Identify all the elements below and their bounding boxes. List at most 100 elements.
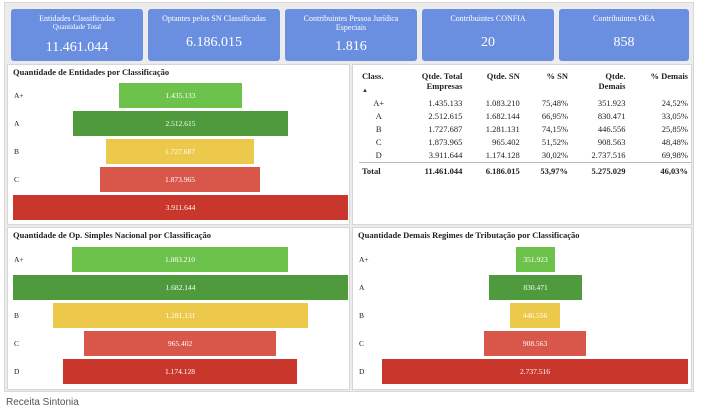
total-cell-pctsn: 53,97% bbox=[522, 162, 572, 178]
table-cell-sn: 965.402 bbox=[492, 137, 520, 147]
table-cell-pctsn: 51,52% bbox=[541, 137, 569, 147]
dashboard: Entidades Classificadas Quantidade Total… bbox=[4, 2, 694, 392]
table-row[interactable]: C 1.873.965 965.402 51,52% 908.563 48,48% bbox=[359, 136, 691, 149]
category-label-c: C bbox=[14, 339, 20, 348]
table-row[interactable]: D 3.911.644 1.174.128 30,02% 2.737.516 69,98% bbox=[359, 149, 691, 163]
kpi-title: Contribuintes OEA bbox=[593, 14, 655, 23]
category-label-b: B bbox=[14, 311, 20, 320]
table-cell-sn: 1.281.131 bbox=[485, 124, 520, 134]
category-label-c: C bbox=[359, 339, 365, 348]
category-label-a-plus: A+ bbox=[359, 255, 369, 264]
kpi-value: 1.816 bbox=[335, 39, 367, 54]
total-cell-sn: 6.186.015 bbox=[465, 162, 523, 178]
total-cell-total: 11.461.044 bbox=[398, 162, 466, 178]
funnel-bar-a-plus[interactable]: 1.435.133 bbox=[119, 83, 242, 108]
funnel-bar-d[interactable]: 2.737.516 bbox=[382, 359, 688, 384]
kpi-value: 858 bbox=[613, 35, 635, 50]
panel-title: Quantidade de Entidades por Classificaçã… bbox=[13, 67, 170, 77]
total-cell-demais: 5.275.029 bbox=[571, 162, 629, 178]
total-cell-class: Total bbox=[359, 162, 399, 178]
classification-table-panel: Class. ▲ Qtde. Total Empresas Qtde. SN % S… bbox=[352, 64, 692, 225]
table-row[interactable]: B 1.727.687 1.281.131 74,15% 446.556 25,85% bbox=[359, 123, 691, 136]
funnel-bar-a[interactable]: 830.471 bbox=[489, 275, 582, 300]
table-cell-demais: 446.556 bbox=[597, 124, 626, 134]
category-label-b: B bbox=[359, 311, 365, 320]
table-cell-sn: 1.083.210 bbox=[485, 98, 520, 108]
table-cell-demais: 908.563 bbox=[597, 137, 626, 147]
table-cell-pctdemais: 33,05% bbox=[661, 111, 688, 121]
image-caption: Receita Sintonia bbox=[6, 397, 79, 408]
funnel-bar-b[interactable]: 1.281.131 bbox=[53, 303, 308, 328]
table-cell-pctdemais: 48,48% bbox=[661, 137, 688, 147]
kpi-card-oea[interactable]: Contribuintes OEA 858 bbox=[559, 9, 689, 61]
funnel-bar-b[interactable]: 446.556 bbox=[510, 303, 560, 328]
funnel-bar-a[interactable]: 2.512.615 bbox=[73, 111, 288, 136]
panel-title: Quantidade Demais Regimes de Tributação … bbox=[358, 230, 580, 240]
category-label-d: D bbox=[14, 367, 20, 376]
panel-title: Quantidade de Op. Simples Nacional por C… bbox=[13, 230, 211, 240]
funnel-bar-a-plus[interactable]: 351.923 bbox=[516, 247, 555, 272]
col-header-pct-sn[interactable]: % SN bbox=[546, 71, 569, 81]
funnel-bar-a-plus[interactable]: 1.083.210 bbox=[72, 247, 288, 272]
table-cell-pctsn: 30,02% bbox=[541, 150, 569, 160]
kpi-card-confia[interactable]: Contribuintes CONFIA 20 bbox=[422, 9, 554, 61]
col-header-total[interactable]: Qtde. Total Empresas bbox=[421, 71, 463, 91]
kpi-title: Contribuintes Pessoa Jurídica Especiais bbox=[303, 14, 399, 32]
kpi-value: 20 bbox=[481, 35, 495, 50]
category-label-a-plus: A+ bbox=[14, 91, 24, 100]
funnel-bar-b[interactable]: 1.727.687 bbox=[106, 139, 254, 164]
table-cell-sn: 1.174.128 bbox=[485, 150, 520, 160]
total-cell-pctdemais: 46,03% bbox=[628, 162, 691, 178]
table-cell-total: 1.873.965 bbox=[428, 137, 463, 147]
kpi-card-pj-especiais[interactable]: Contribuintes Pessoa Jurídica Especiais … bbox=[285, 9, 417, 61]
kpi-title: Optantes pelos SN Classificadas bbox=[162, 14, 266, 23]
col-header-demais[interactable]: Qtde. Demais bbox=[598, 71, 626, 91]
table-cell-pctdemais: 25,85% bbox=[661, 124, 688, 134]
kpi-subtitle: Quantidade Total bbox=[52, 23, 102, 31]
kpi-card-entidades[interactable]: Entidades Classificadas Quantidade Total… bbox=[11, 9, 143, 61]
category-label-a: A bbox=[14, 119, 20, 128]
funnel-bar-c[interactable]: 908.563 bbox=[484, 331, 586, 356]
funnel-bar-c[interactable]: 965.402 bbox=[84, 331, 276, 356]
category-label-a: A bbox=[359, 283, 365, 292]
table-cell-sn: 1.682.144 bbox=[485, 111, 520, 121]
category-label-a-plus: A+ bbox=[14, 255, 24, 264]
kpi-card-optantes-sn[interactable]: Optantes pelos SN Classificadas 6.186.01… bbox=[148, 9, 280, 61]
category-label-b: B bbox=[14, 147, 20, 156]
funnel-bar-c[interactable]: 1.873.965 bbox=[100, 167, 260, 192]
table-cell-class: A+ bbox=[373, 98, 385, 108]
kpi-value: 6.186.015 bbox=[186, 35, 242, 50]
table-cell-class: D bbox=[375, 150, 382, 160]
table-cell-total: 2.512.615 bbox=[428, 111, 463, 121]
table-cell-total: 1.435.133 bbox=[428, 98, 463, 108]
funnel-bar-a[interactable]: 1.682.144 bbox=[13, 275, 348, 300]
funnel-bar-d[interactable]: 1.174.128 bbox=[63, 359, 297, 384]
kpi-title: Contribuintes CONFIA bbox=[450, 14, 526, 23]
table-row[interactable]: A 2.512.615 1.682.144 66,95% 830.471 33,05% bbox=[359, 110, 691, 123]
col-header-class[interactable]: Class. ▲ bbox=[359, 70, 398, 97]
table-cell-pctsn: 75,48% bbox=[541, 98, 569, 108]
category-label-d: D bbox=[359, 367, 365, 376]
table-cell-class: B bbox=[375, 124, 382, 134]
funnel-bar-d[interactable]: 3.911.644 bbox=[13, 195, 348, 220]
col-header-pct-demais[interactable]: % Demais bbox=[650, 71, 688, 81]
category-label-c: C bbox=[14, 175, 20, 184]
kpi-title: Entidades Classificadas bbox=[39, 14, 115, 23]
classification-table: Class. ▲ Qtde. Total Empresas Qtde. SN % S… bbox=[359, 70, 691, 178]
kpi-value: 11.461.044 bbox=[45, 40, 109, 55]
funnel-panel-entidades: Quantidade de Entidades por Classificaçã… bbox=[7, 64, 350, 225]
table-cell-pctdemais: 69,98% bbox=[661, 150, 688, 160]
table-cell-total: 3.911.644 bbox=[428, 150, 463, 160]
table-cell-total: 1.727.687 bbox=[428, 124, 463, 134]
table-cell-demais: 351.923 bbox=[597, 98, 626, 108]
table-cell-pctdemais: 24,52% bbox=[661, 98, 688, 108]
table-cell-class: C bbox=[375, 137, 382, 147]
table-cell-demais: 2.737.516 bbox=[591, 150, 626, 160]
funnel-panel-demais: Quantidade Demais Regimes de Tributação … bbox=[352, 227, 692, 390]
table-cell-pctsn: 74,15% bbox=[541, 124, 569, 134]
funnel-panel-simples: Quantidade de Op. Simples Nacional por C… bbox=[7, 227, 350, 390]
table-cell-demais: 830.471 bbox=[597, 111, 626, 121]
table-row[interactable]: A+ 1.435.133 1.083.210 75,48% 351.923 24,52% bbox=[359, 97, 691, 110]
sort-ascending-icon[interactable]: ▲ bbox=[362, 88, 368, 94]
col-header-sn[interactable]: Qtde. SN bbox=[486, 71, 520, 81]
